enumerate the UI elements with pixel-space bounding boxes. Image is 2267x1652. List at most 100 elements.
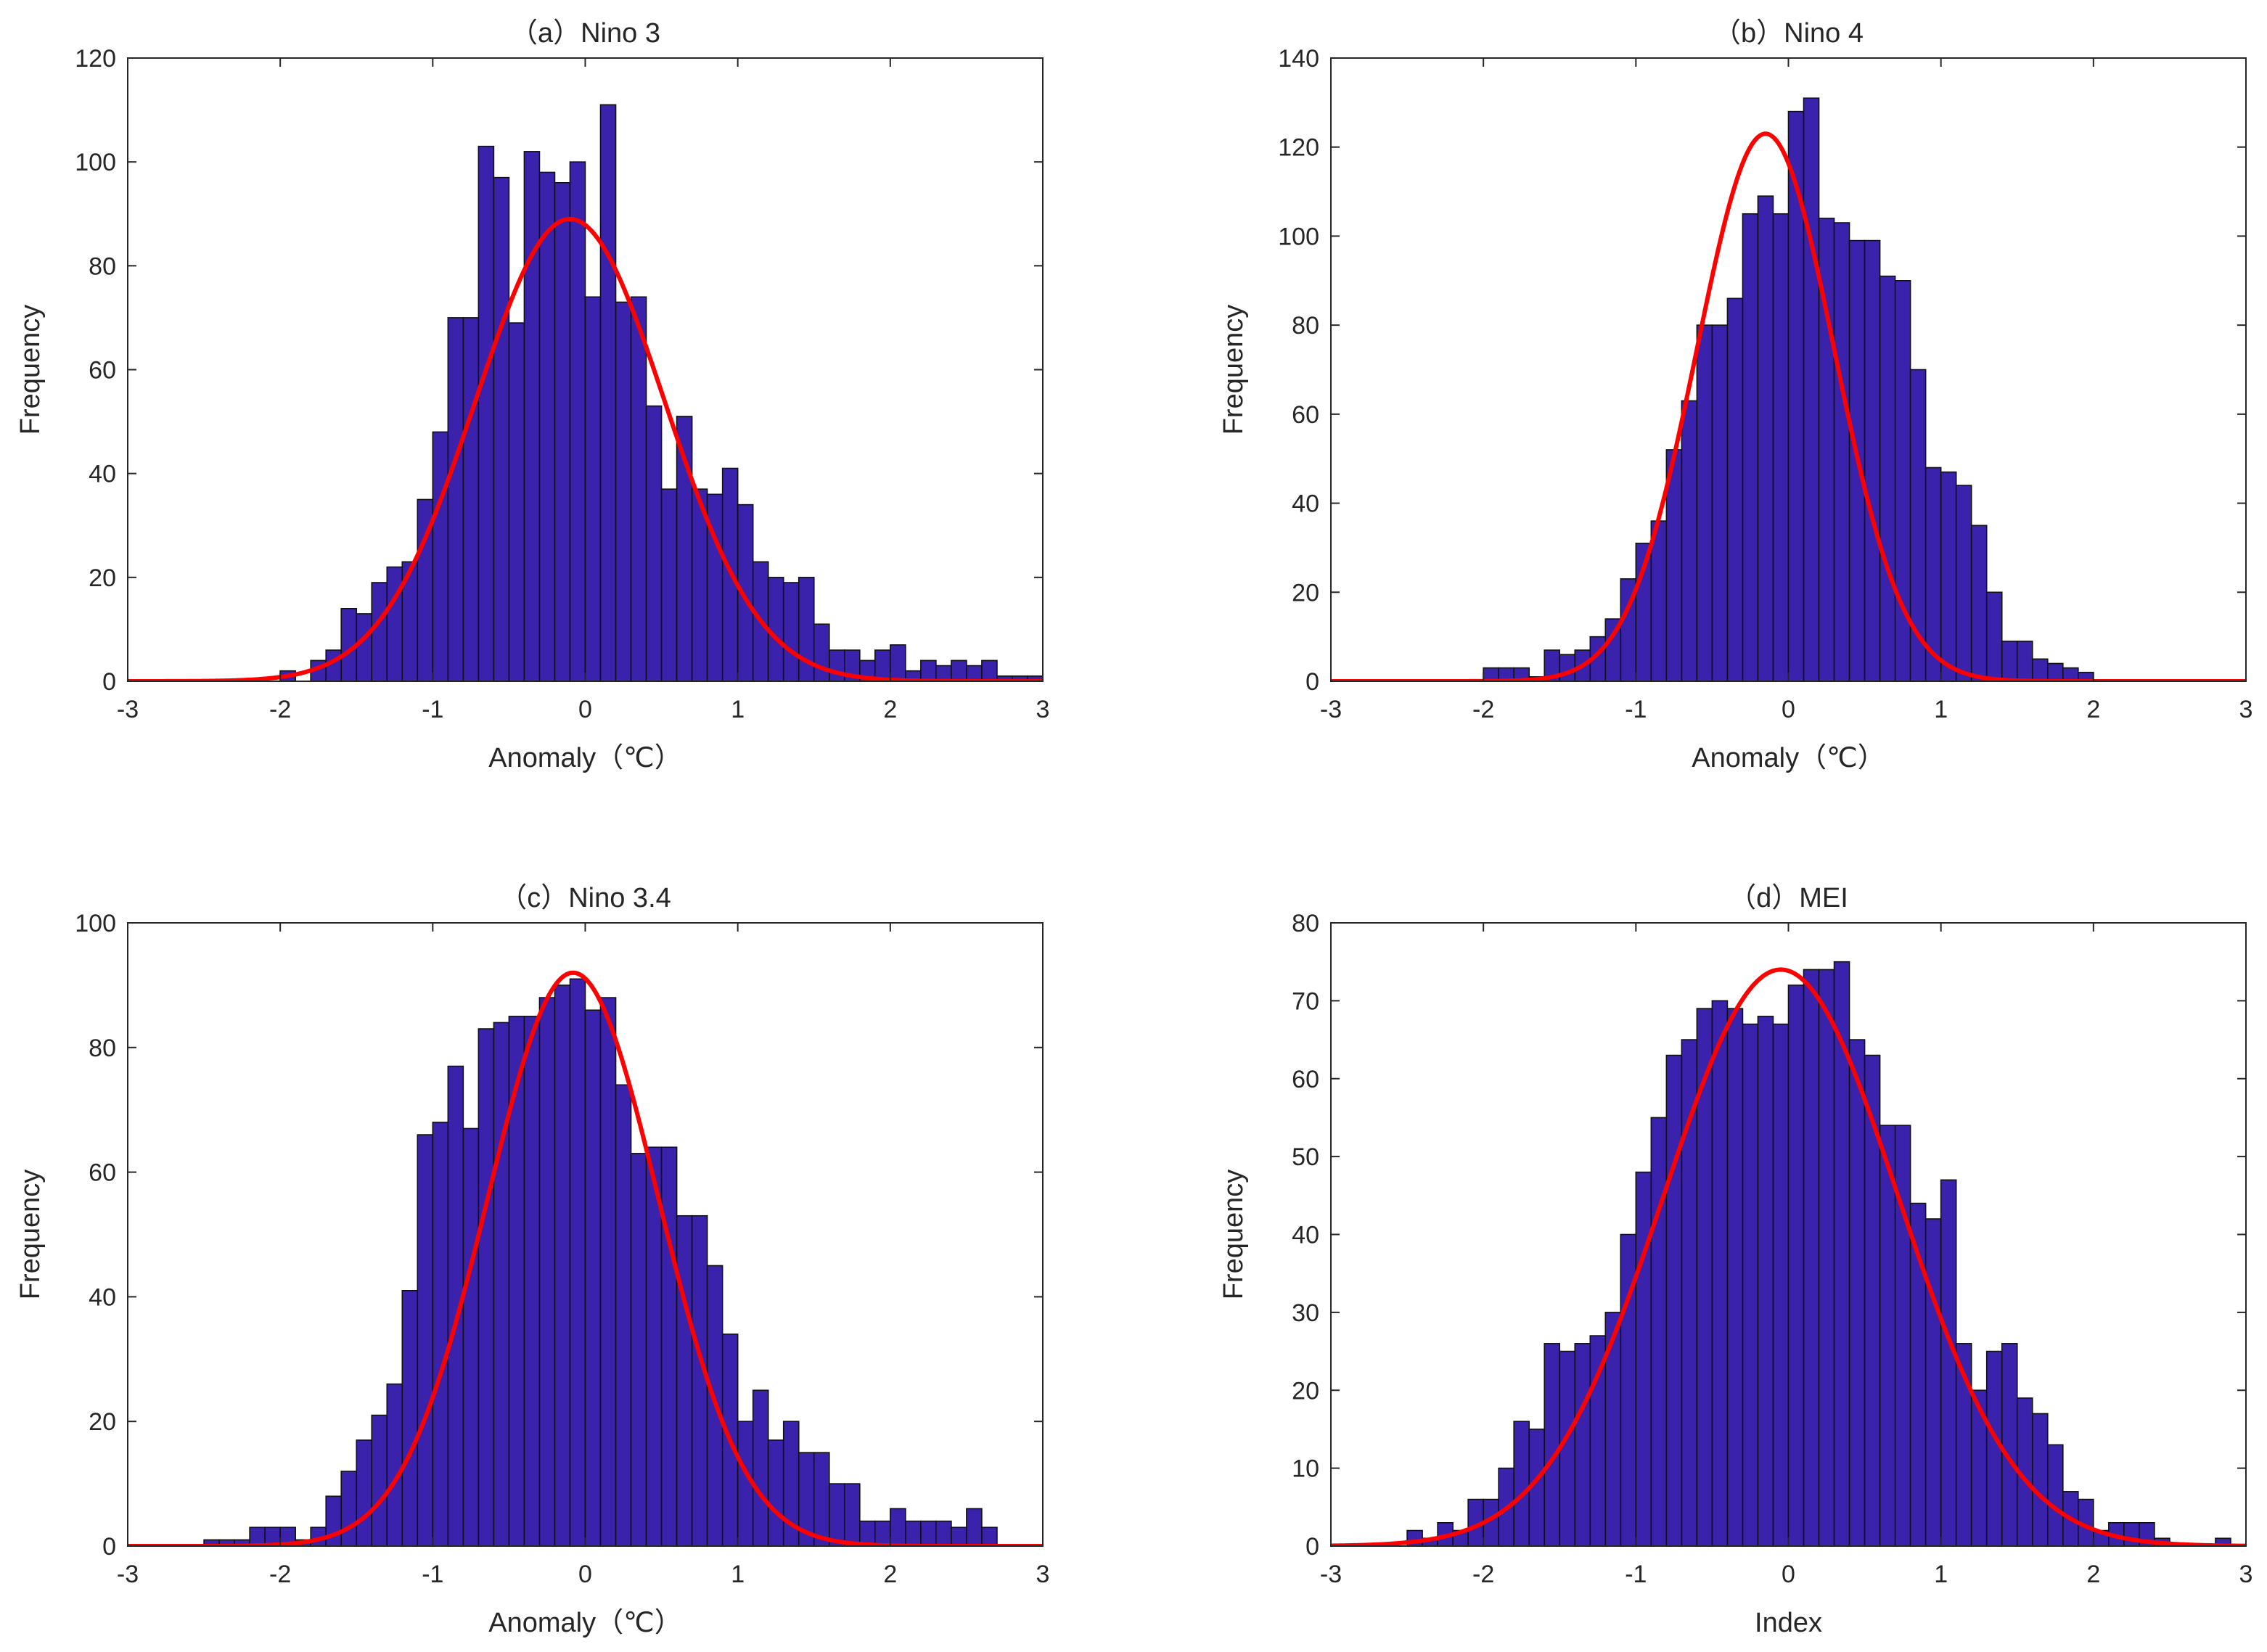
histogram-bar xyxy=(890,1508,906,1546)
histogram-bar xyxy=(371,582,388,681)
y-axis-label: Frequency xyxy=(1218,305,1249,435)
y-tick-label: 20 xyxy=(89,564,116,592)
histogram-bar xyxy=(401,1290,419,1546)
histogram-bar xyxy=(493,1022,510,1546)
histogram-bar xyxy=(462,317,480,681)
histogram-bar xyxy=(1985,1350,2003,1546)
x-tick-label: 1 xyxy=(731,696,745,723)
histogram-bar xyxy=(1879,1125,1896,1546)
histogram-bar xyxy=(508,322,525,681)
histogram-bar xyxy=(1833,222,1850,681)
y-tick-label: 120 xyxy=(75,45,116,73)
y-tick-label: 80 xyxy=(89,252,116,280)
x-tick-label: -3 xyxy=(117,696,139,723)
histogram-bar xyxy=(1803,969,1820,1546)
histogram-bar xyxy=(1787,985,1805,1546)
y-tick-label: 70 xyxy=(1292,987,1319,1015)
x-tick-label: -3 xyxy=(1320,1561,1342,1588)
histogram-bar xyxy=(340,1471,358,1546)
histogram-bar xyxy=(356,1439,373,1546)
y-tick-label: 60 xyxy=(89,357,116,385)
histogram-bar xyxy=(951,1526,967,1546)
y-tick-label: 100 xyxy=(1278,223,1319,250)
histogram-bar xyxy=(1665,1054,1683,1546)
histogram-bar xyxy=(569,161,586,681)
y-tick-label: 80 xyxy=(1292,312,1319,340)
histogram-bar xyxy=(2001,640,2018,681)
plot-content xyxy=(128,970,1043,1546)
x-tick-label: 2 xyxy=(883,696,897,723)
histogram-bar xyxy=(2016,640,2033,681)
y-tick-label: 0 xyxy=(102,1533,116,1561)
histogram-bar xyxy=(1924,1218,1942,1546)
y-tick-label: 20 xyxy=(1292,579,1319,607)
histogram-bar xyxy=(752,1389,769,1546)
histogram-bar xyxy=(920,1520,937,1546)
y-tick-label: 20 xyxy=(1292,1377,1319,1405)
x-tick-label: 0 xyxy=(1782,1561,1795,1588)
y-tick-label: 140 xyxy=(1278,45,1319,73)
y-axis-label: Frequency xyxy=(15,305,46,435)
x-tick-label: 3 xyxy=(2239,696,2253,723)
x-tick-label: 2 xyxy=(883,1561,897,1588)
histogram-bar xyxy=(1544,1343,1561,1546)
histogram-bar xyxy=(417,1134,434,1546)
histogram-bar xyxy=(1940,471,1957,681)
histogram-bar xyxy=(477,1028,495,1546)
histogram-bar xyxy=(966,665,983,681)
histogram-bar xyxy=(447,317,464,681)
histogram-bar xyxy=(1650,1117,1668,1546)
y-tick-label: 100 xyxy=(75,910,116,937)
histogram-bar xyxy=(1681,400,1698,681)
x-tick-label: 0 xyxy=(1782,696,1795,723)
histogram-bar xyxy=(554,985,571,1546)
histogram-bar xyxy=(981,1526,998,1546)
chart-title: （a）Nino 3 xyxy=(510,18,660,49)
panel-3: -3 -2 -1 0 1 2 3 0 20 40 60 80 100 （c）Nino 3.4 Anomaly… xyxy=(15,883,1049,1638)
chart-title: （c）Nino 3.4 xyxy=(499,883,671,913)
histogram-bar xyxy=(1879,275,1896,681)
y-tick-label: 120 xyxy=(1278,134,1319,162)
histogram-bar xyxy=(1742,213,1759,681)
x-axis-label: Anomaly（℃） xyxy=(488,743,682,773)
histogram-bar xyxy=(584,296,602,681)
histogram-bar xyxy=(1574,1343,1591,1546)
y-tick-label: 50 xyxy=(1292,1143,1319,1171)
histogram-bar xyxy=(813,623,830,681)
histogram-bar xyxy=(630,296,647,681)
x-axis-label: Anomaly（℃） xyxy=(488,1608,682,1638)
y-tick-label: 80 xyxy=(89,1035,116,1062)
histogram-bar xyxy=(843,1483,861,1546)
histogram-bar xyxy=(1696,324,1713,681)
histogram-bar xyxy=(432,431,449,681)
x-tick-label: -1 xyxy=(1625,1561,1647,1588)
histogram-bar xyxy=(1650,520,1668,681)
histogram-bar xyxy=(2031,1413,2049,1546)
histogram-bar xyxy=(1711,324,1729,681)
histogram-bar xyxy=(599,104,617,681)
y-tick-label: 40 xyxy=(1292,490,1319,518)
histogram-bar xyxy=(1864,1054,1881,1546)
histogram-bar xyxy=(386,1383,403,1546)
histogram-bar xyxy=(630,1153,647,1546)
histogram-bar xyxy=(493,176,510,681)
y-tick-label: 0 xyxy=(1305,1533,1319,1561)
histogram-bar xyxy=(538,171,556,681)
histogram-bar xyxy=(1955,485,1972,681)
histogram-bar xyxy=(782,582,800,681)
y-tick-label: 0 xyxy=(1305,668,1319,696)
y-tick-label: 60 xyxy=(1292,401,1319,429)
y-tick-label: 30 xyxy=(1292,1299,1319,1327)
histogram-bar xyxy=(890,644,906,681)
histogram-bar xyxy=(874,649,891,681)
x-tick-label: -1 xyxy=(422,696,443,723)
histogram-bar xyxy=(813,1452,830,1546)
histogram-bar xyxy=(1559,1350,1576,1546)
y-tick-label: 40 xyxy=(89,1283,116,1311)
histogram-bar xyxy=(615,301,632,681)
histogram-bar xyxy=(432,1122,449,1546)
histogram-bar xyxy=(660,1146,678,1546)
histogram-bar xyxy=(1726,297,1744,681)
plot-content xyxy=(1331,97,2246,681)
histogram-bar xyxy=(1559,654,1576,681)
